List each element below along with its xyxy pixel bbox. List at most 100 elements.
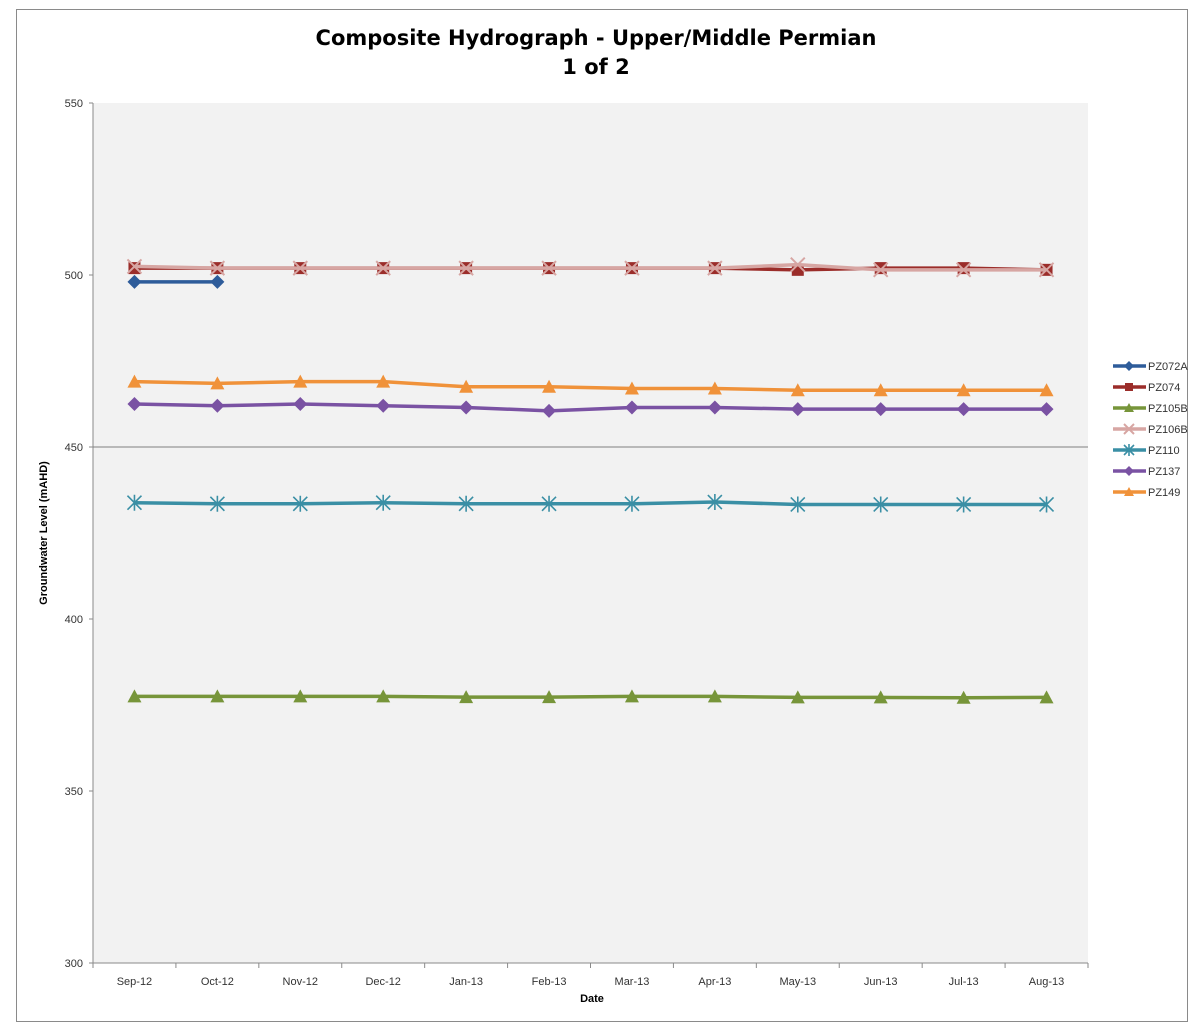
series-pz105b	[127, 689, 1054, 704]
data-point	[1039, 383, 1054, 397]
data-point	[376, 689, 391, 703]
series-pz110	[126, 494, 1055, 513]
legend-item: PZ105B	[1113, 403, 1188, 415]
data-point	[624, 381, 639, 395]
data-point	[542, 403, 557, 418]
data-point	[542, 690, 557, 704]
series-line	[134, 379, 1047, 392]
data-point	[459, 690, 474, 704]
data-point	[790, 496, 806, 513]
legend-item: PZ137	[1113, 466, 1180, 478]
data-point	[459, 379, 474, 393]
data-point	[873, 262, 889, 278]
data-point	[459, 400, 474, 415]
y-tick-label: 450	[65, 442, 83, 454]
legend-label: PZ105B	[1148, 403, 1188, 415]
data-point	[375, 494, 391, 511]
data-point	[956, 496, 972, 513]
data-point	[210, 376, 225, 390]
data-point	[1124, 361, 1134, 371]
data-point	[127, 374, 142, 388]
data-point	[790, 690, 805, 704]
x-tick-label: Apr-13	[698, 976, 731, 988]
legend-label: PZ149	[1148, 487, 1180, 499]
data-point	[458, 495, 474, 512]
data-point	[126, 258, 143, 275]
data-point	[707, 494, 723, 511]
y-tick-label: 500	[65, 270, 83, 282]
data-point	[293, 397, 308, 411]
data-point	[542, 379, 557, 393]
legend-label: PZ074	[1148, 382, 1180, 394]
data-point	[873, 383, 888, 397]
legend-item: PZ106B	[1113, 423, 1188, 436]
data-point	[873, 496, 889, 513]
legend-item: PZ110	[1113, 444, 1180, 457]
data-point	[292, 495, 308, 512]
data-point	[956, 690, 971, 704]
series-line	[134, 402, 1047, 413]
data-point	[707, 381, 722, 395]
data-point	[1124, 466, 1134, 476]
series-group	[126, 256, 1055, 704]
series-line	[134, 694, 1047, 700]
legend: PZ072A PZ074 PZ105B PZ106B PZ110 PZ137 PZ149	[1113, 361, 1188, 499]
legend-label: PZ106B	[1148, 424, 1188, 436]
data-point	[541, 260, 557, 276]
data-point	[210, 689, 225, 703]
x-tick-labels: Sep-12 Oct-12 Nov-12 Dec-12 Jan-13 Feb-13 Mar-…	[92, 963, 1089, 988]
data-point	[707, 689, 722, 703]
data-point	[292, 260, 308, 276]
legend-label: PZ072A	[1148, 361, 1188, 373]
legend-label: PZ110	[1148, 445, 1180, 457]
data-point	[375, 260, 391, 276]
data-point	[873, 402, 888, 417]
data-point	[1125, 383, 1133, 391]
data-point	[956, 402, 971, 417]
data-point	[126, 494, 143, 511]
series-line	[134, 500, 1047, 507]
chart-title-line1: Composite Hydrograph - Upper/Middle Perm…	[316, 26, 877, 50]
data-point	[210, 274, 225, 289]
x-tick-label: Dec-12	[365, 976, 400, 988]
y-tick-label: 350	[65, 786, 83, 798]
y-tick-label: 550	[65, 98, 83, 110]
data-point	[1124, 487, 1134, 496]
y-axis-title: Groundwater Level (mAHD)	[38, 461, 50, 605]
x-tick-label: Feb-13	[532, 976, 567, 988]
x-tick-label: Aug-13	[1029, 976, 1064, 988]
x-tick-label: Jan-13	[449, 976, 483, 988]
data-point	[127, 397, 142, 411]
plot-area	[93, 103, 1088, 963]
data-point	[624, 260, 640, 276]
legend-item: PZ074	[1113, 382, 1180, 394]
data-point	[293, 689, 308, 703]
series-pz072a	[127, 274, 225, 289]
data-point	[293, 374, 308, 388]
x-tick-label: Nov-12	[283, 976, 318, 988]
series-pz149	[127, 374, 1054, 397]
data-point	[1038, 496, 1055, 513]
data-point	[1038, 262, 1055, 278]
series-pz106b	[126, 256, 1055, 278]
data-point	[790, 256, 806, 273]
data-point	[707, 400, 722, 415]
data-point	[956, 383, 971, 397]
data-point	[1123, 444, 1135, 456]
data-point	[458, 260, 474, 276]
x-tick-label: Jul-13	[949, 976, 979, 988]
x-axis-title: Date	[580, 993, 604, 1005]
data-point	[790, 383, 805, 397]
data-point	[624, 400, 639, 415]
data-point	[1124, 403, 1134, 412]
data-point	[210, 398, 225, 413]
data-point	[955, 262, 972, 278]
series-pz137	[127, 397, 1054, 418]
data-point	[873, 690, 888, 704]
series-line	[134, 262, 1047, 272]
data-point	[127, 274, 142, 289]
data-point	[1123, 423, 1135, 435]
legend-item: PZ149	[1113, 487, 1180, 499]
y-tick-labels: 300 350 400 450 500 550	[65, 98, 93, 970]
